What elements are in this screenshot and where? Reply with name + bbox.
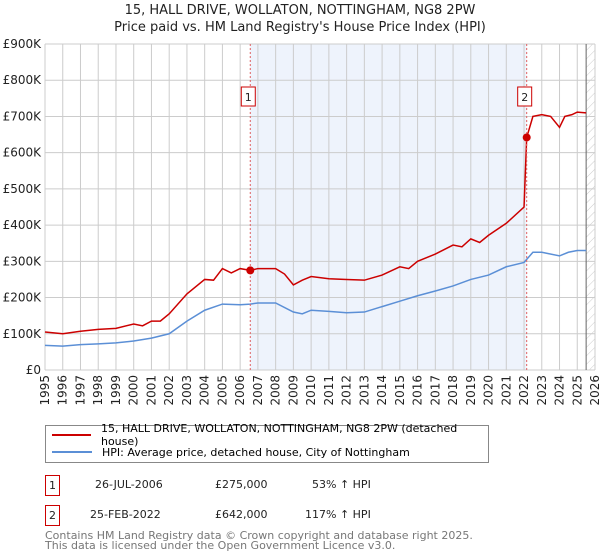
sale-row: 1 26-JUL-2006 £275,000 53% ↑ HPI bbox=[45, 475, 495, 496]
x-tick-label: 2004 bbox=[198, 375, 212, 406]
legend-label: 15, HALL DRIVE, WOLLATON, NOTTINGHAM, NG… bbox=[100, 422, 458, 448]
x-tick-label: 2026 bbox=[588, 375, 600, 406]
sale-price: £642,000 bbox=[215, 508, 268, 521]
x-tick-label: 2025 bbox=[570, 375, 584, 406]
x-tick-label: 2001 bbox=[144, 375, 158, 406]
y-tick-label: £800K bbox=[3, 73, 43, 87]
x-tick-label: 2006 bbox=[233, 375, 247, 406]
x-tick-label: 1999 bbox=[109, 375, 123, 406]
x-tick-label: 2011 bbox=[322, 375, 336, 406]
chart-title: 15, HALL DRIVE, WOLLATON, NOTTINGHAM, NG… bbox=[124, 3, 476, 18]
sale-price: £275,000 bbox=[215, 478, 268, 491]
y-tick-label: £600K bbox=[3, 146, 43, 160]
x-tick-label: 2010 bbox=[304, 375, 318, 406]
sale-label: 2 bbox=[521, 91, 528, 104]
sale-point bbox=[522, 133, 531, 142]
series-line bbox=[44, 111, 587, 335]
legend-item-property: 15, HALL DRIVE, WOLLATON, NOTTINGHAM, NG… bbox=[52, 422, 488, 448]
y-tick-label: £700K bbox=[3, 109, 43, 123]
chart-svg: 1995 1996 1997 1998 1999 2000 2001 2002 2003 2004… bbox=[3, 37, 600, 406]
sale-point bbox=[246, 266, 255, 275]
x-tick-label: 2003 bbox=[180, 375, 194, 406]
shaded-period bbox=[250, 44, 527, 370]
x-tick-label: 2005 bbox=[215, 375, 229, 406]
legend-swatch-blue bbox=[52, 451, 92, 453]
x-tick-label: 2023 bbox=[535, 375, 549, 406]
y-tick-label: £300K bbox=[3, 254, 43, 268]
x-tick-label: 2007 bbox=[251, 375, 265, 406]
x-tick-label: 1996 bbox=[56, 375, 70, 406]
x-tick-label: 2009 bbox=[286, 375, 300, 406]
sale-label-box bbox=[240, 86, 256, 107]
x-tick-label: 2017 bbox=[428, 375, 442, 406]
sale-badge: 1 bbox=[45, 475, 60, 496]
x-tick-label: 2015 bbox=[393, 375, 407, 406]
sale-label: 1 bbox=[245, 91, 252, 104]
legend: 15, HALL DRIVE, WOLLATON, NOTTINGHAM, NG… bbox=[45, 422, 489, 463]
x-tick-label: 2012 bbox=[340, 375, 354, 406]
y-tick-label: £400K bbox=[3, 218, 43, 232]
footer: Contains HM Land Registry data © Crown c… bbox=[45, 529, 473, 552]
sale-hpi: 53% ↑ HPI bbox=[312, 478, 371, 491]
sale-label-box bbox=[517, 86, 533, 107]
x-tick-label: 2008 bbox=[269, 375, 283, 406]
chart-subtitle: Price paid vs. HM Land Registry's House … bbox=[114, 20, 486, 35]
x-tick-label: 2016 bbox=[411, 375, 425, 406]
x-tick-label: 2013 bbox=[357, 375, 371, 406]
y-tick-label: £900K bbox=[3, 37, 43, 51]
x-tick-label: 2021 bbox=[499, 375, 513, 406]
legend-label: HPI: Average price, detached house, City… bbox=[102, 445, 410, 459]
y-tick-label: £100K bbox=[3, 327, 43, 341]
x-tick-label: 1995 bbox=[38, 375, 52, 406]
x-tick-label: 2002 bbox=[162, 375, 176, 406]
x-tick-label: 1997 bbox=[73, 375, 87, 406]
sale-badge: 2 bbox=[45, 505, 60, 526]
sale-row: 2 25-FEB-2022 £642,000 117% ↑ HPI bbox=[45, 505, 495, 526]
x-tick-label: 2019 bbox=[464, 375, 478, 406]
legend-item-hpi: HPI: Average price, detached house, City… bbox=[52, 444, 410, 460]
x-tick-label: 2014 bbox=[375, 375, 389, 406]
y-tick-label: £500K bbox=[3, 182, 43, 196]
sale-date: 26-JUL-2006 bbox=[95, 478, 163, 491]
x-tick-label: 2020 bbox=[482, 375, 496, 406]
sale-hpi: 117% ↑ HPI bbox=[305, 508, 371, 521]
footer-line: Contains HM Land Registry data © Crown c… bbox=[45, 529, 473, 542]
x-tick-label: 2018 bbox=[446, 375, 460, 406]
legend-swatch-red bbox=[52, 434, 91, 436]
y-tick-label: £200K bbox=[3, 291, 43, 305]
series-line bbox=[44, 249, 587, 347]
y-tick-label: £0 bbox=[26, 363, 41, 377]
x-tick-label: 1998 bbox=[91, 375, 105, 406]
footer-line: This data is licensed under the Open Gov… bbox=[45, 539, 396, 552]
x-tick-label: 2022 bbox=[517, 375, 531, 406]
sale-date: 25-FEB-2022 bbox=[90, 508, 161, 521]
x-tick-label: 2000 bbox=[127, 375, 141, 406]
x-tick-label: 2024 bbox=[553, 375, 567, 406]
future-hatch bbox=[586, 44, 595, 370]
